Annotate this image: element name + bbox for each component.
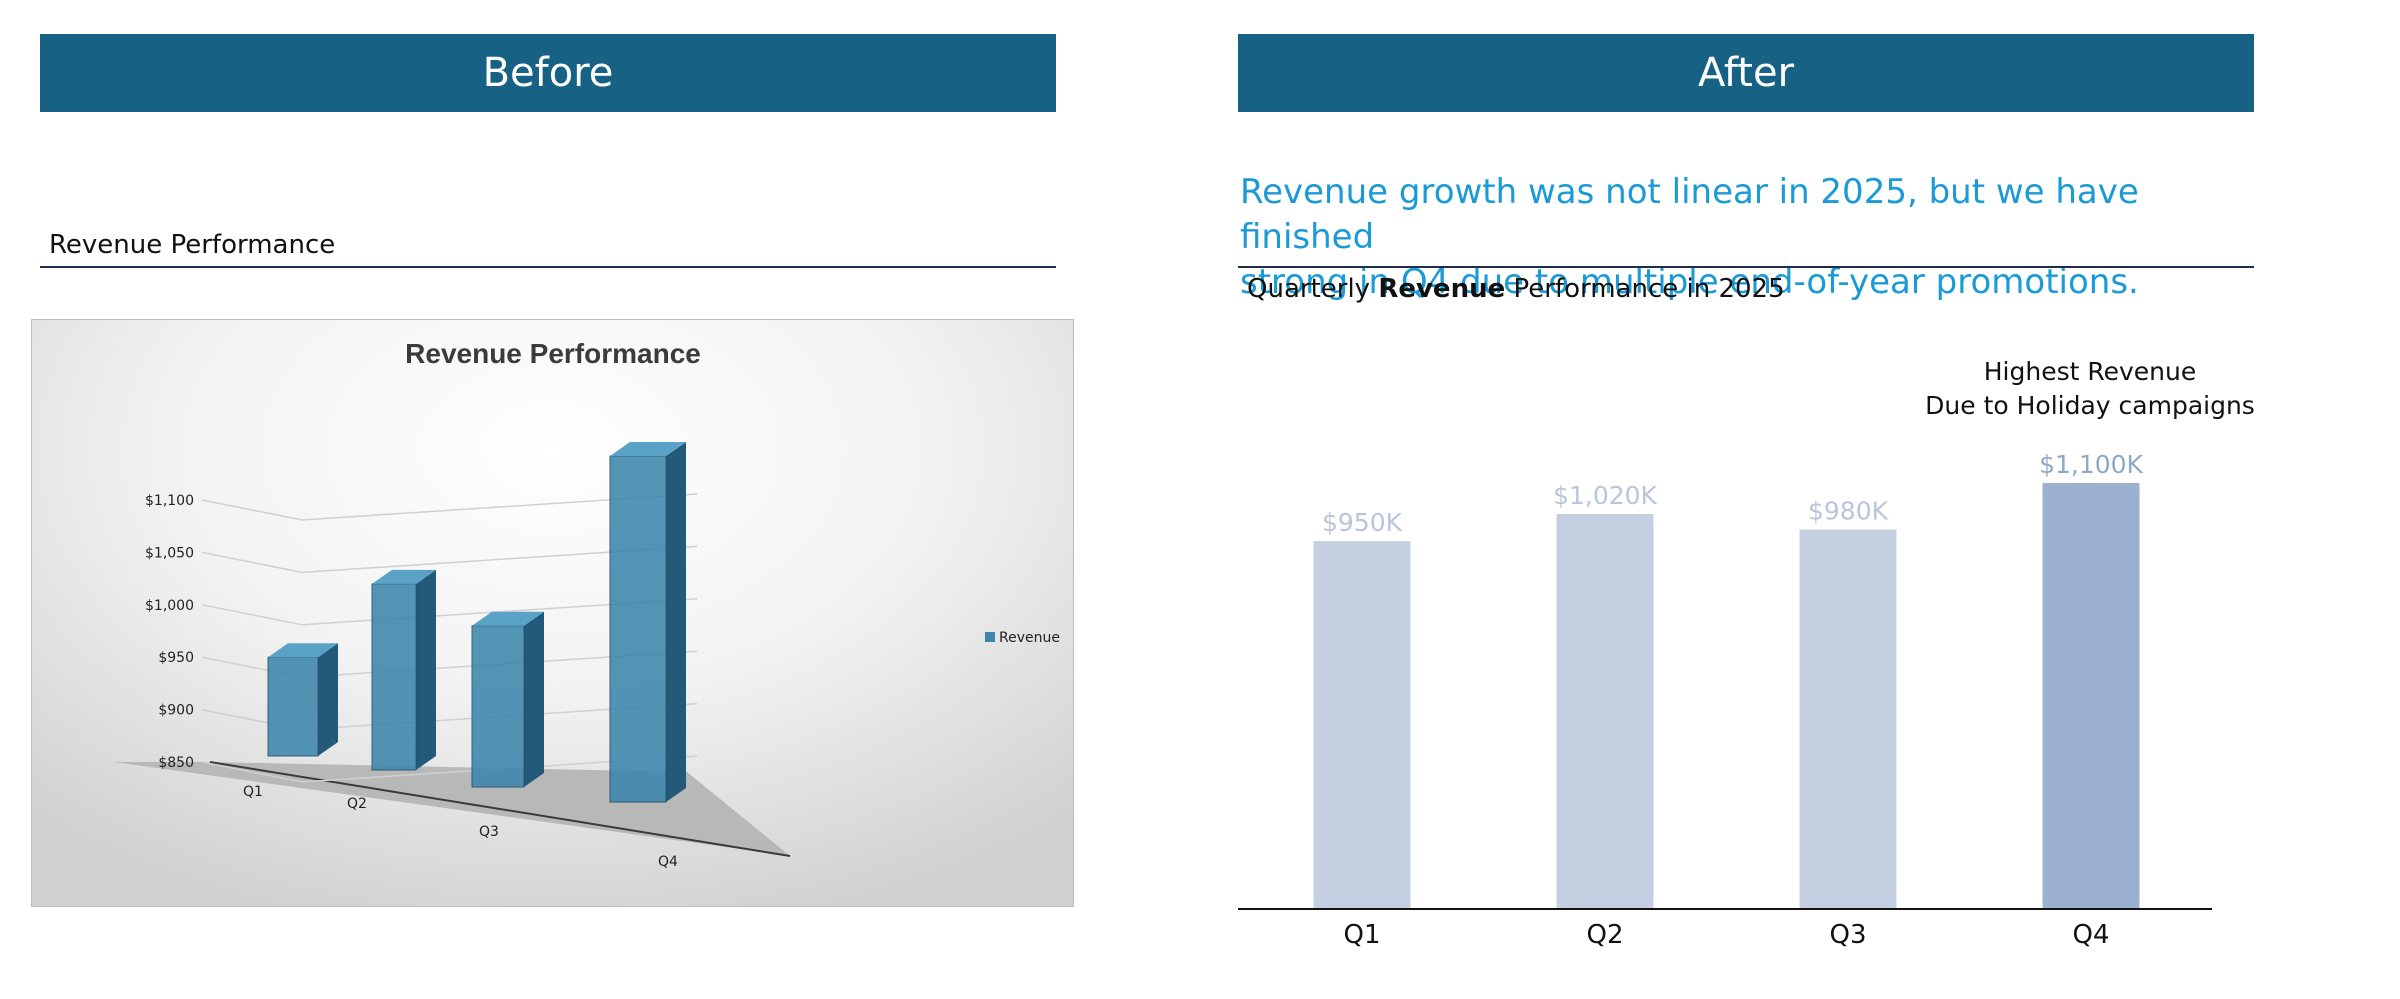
x-tick-label: Q4: [658, 854, 678, 870]
bar-side: [318, 643, 338, 756]
data-label-Q1: $950K: [1322, 508, 1403, 537]
bar-top: [472, 611, 544, 626]
bar-3d-Q4: [609, 442, 686, 803]
annotation-line1: Highest Revenue: [1983, 357, 2197, 386]
highest-revenue-annotation: Highest Revenue Due to Holiday campaigns: [1900, 355, 2280, 423]
after-subtitle-suffix: Performance in 2025: [1513, 274, 1785, 304]
bar-front: [609, 455, 667, 803]
after-subtitle-bold: Revenue: [1378, 274, 1506, 304]
after-subtitle-prefix: Quarterly: [1247, 274, 1371, 304]
data-label-Q2: $1,020K: [1553, 481, 1657, 510]
legend-swatch: [985, 632, 995, 642]
after-headline-line2: strong in Q4 due to multiple end-of-year…: [1240, 262, 2139, 302]
y-tick-label: $1,100: [145, 493, 194, 509]
y-tick-label: $950: [158, 650, 194, 666]
bar-Q3: [1799, 529, 1897, 909]
bar-top: [372, 569, 436, 584]
after-headline: Revenue growth was not linear in 2025, b…: [1240, 170, 2240, 305]
chart-floor: [114, 762, 790, 856]
after-subtitle: Quarterly Revenue Performance in 2025: [1247, 274, 1785, 304]
before-divider: [40, 266, 1056, 268]
bar-Q2: [1556, 513, 1654, 909]
x-tick-label: Q2: [347, 796, 367, 812]
legend-label: Revenue: [999, 630, 1060, 646]
bar-3d-Q3: [471, 611, 544, 788]
floor-edge: [209, 761, 791, 857]
y-tick-label: $900: [158, 703, 194, 719]
data-label-Q4: $1,100K: [2039, 450, 2143, 479]
y-tick-label: $850: [158, 755, 194, 771]
gridline: [201, 598, 698, 626]
data-label-Q3: $980K: [1808, 496, 1889, 525]
after-headline-line1: Revenue growth was not linear in 2025, b…: [1240, 172, 2139, 257]
y-tick-label: $1,050: [145, 545, 194, 561]
annotation-line2: Due to Holiday campaigns: [1925, 391, 2255, 420]
before-chart-title: Revenue Performance: [405, 338, 701, 369]
before-subtitle: Revenue Performance: [49, 230, 336, 260]
bar-front: [371, 583, 417, 771]
bar-side: [666, 442, 686, 802]
bar-top: [268, 643, 338, 658]
after-header: After: [1238, 34, 2254, 112]
bar-top: [610, 442, 686, 456]
before-chart: Revenue Performance $850 $900 $950 $1,000 $1,…: [31, 319, 1074, 907]
bar-Q4: [2042, 483, 2140, 909]
bar-3d-Q1: [267, 643, 338, 757]
before-header: Before: [40, 34, 1056, 112]
x-tick-label-Q2: Q2: [1586, 920, 1623, 950]
bar-Q1: [1313, 541, 1411, 909]
bar-side: [416, 569, 436, 770]
y-tick-label: $1,000: [145, 598, 194, 614]
after-divider: [1238, 266, 2254, 268]
bar-front: [471, 625, 525, 788]
x-tick-label-Q4: Q4: [2072, 920, 2109, 950]
x-tick-label: Q1: [243, 784, 263, 800]
bar-3d-Q2: [371, 569, 436, 771]
x-tick-label-Q1: Q1: [1343, 920, 1380, 950]
x-tick-label: Q3: [479, 824, 499, 840]
gridline: [201, 545, 698, 574]
before-chart-svg: Revenue Performance $850 $900 $950 $1,000 $1,…: [114, 338, 1060, 870]
gridline: [201, 755, 698, 783]
bar-side: [524, 611, 544, 787]
gridline: [201, 493, 698, 521]
bar-front: [267, 656, 319, 757]
x-tick-label-Q3: Q3: [1829, 920, 1866, 950]
after-chart-svg: $950K Q1 $1,020K Q2 $980K Q3 $1,100K Q4: [1238, 450, 2212, 950]
